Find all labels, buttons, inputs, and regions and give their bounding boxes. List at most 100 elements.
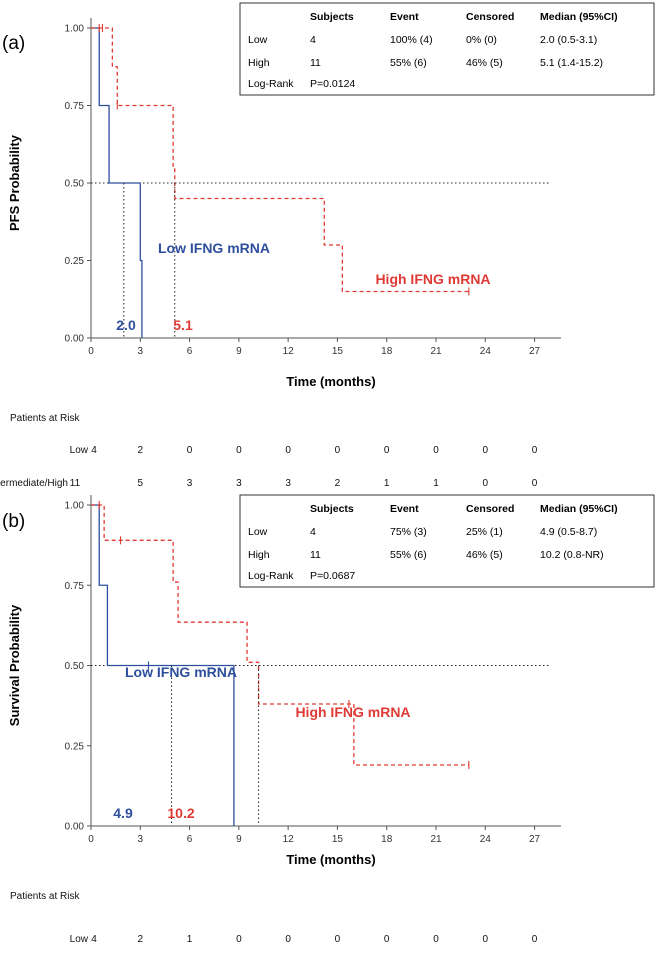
risk-value: 1 <box>433 478 439 489</box>
x-tick-label: 9 <box>236 834 242 845</box>
legend-cell: Low <box>248 34 268 46</box>
median-value-low: 2.0 <box>116 317 136 333</box>
risk-value: 1 <box>384 478 390 489</box>
risk-value: 2 <box>335 478 341 489</box>
x-tick-label: 6 <box>187 346 193 357</box>
y-tick-label: 1.00 <box>65 24 85 35</box>
risk-table-title: Patients at Risk <box>10 891 80 902</box>
legend-cell: 100% (4) <box>390 34 433 46</box>
curve-label-high: High IFNG mRNA <box>375 271 490 287</box>
legend-header: Subjects <box>310 503 354 515</box>
risk-value: 4 <box>91 934 97 945</box>
risk-value: 0 <box>483 934 489 945</box>
risk-value: 0 <box>532 445 538 456</box>
risk-value: 0 <box>335 934 341 945</box>
risk-table-title: Patients at Risk <box>10 413 80 424</box>
x-axis-title: Time (months) <box>286 374 375 389</box>
km-curve-high <box>91 504 469 766</box>
y-tick-label: 0.50 <box>65 179 85 190</box>
y-tick-label: 0.00 <box>65 334 85 345</box>
median-value-high: 10.2 <box>167 805 194 821</box>
curve-label-high: High IFNG mRNA <box>295 704 410 720</box>
risk-table: Patients at RiskLow4210000000Intermediat… <box>10 891 538 945</box>
risk-value: 0 <box>384 445 390 456</box>
risk-value: 0 <box>532 934 538 945</box>
risk-value: 2 <box>138 934 144 945</box>
risk-value: 0 <box>433 445 439 456</box>
legend-header: Median (95%CI) <box>540 11 618 23</box>
legend-cell: 4 <box>310 34 316 46</box>
risk-value: 0 <box>236 445 242 456</box>
km-curve-high <box>91 27 469 293</box>
risk-value: 0 <box>532 478 538 489</box>
x-tick-label: 27 <box>529 346 541 357</box>
risk-value: 0 <box>483 445 489 456</box>
y-axis-title: PFS Probability <box>7 134 22 231</box>
risk-value: 3 <box>236 478 242 489</box>
x-tick-label: 3 <box>138 346 144 357</box>
risk-row-label: Low <box>70 445 89 456</box>
legend-cell: 25% (1) <box>466 526 503 538</box>
x-tick-label: 0 <box>88 346 94 357</box>
legend-header: Event <box>390 11 419 23</box>
legend-cell: 46% (5) <box>466 57 503 69</box>
logrank-label: Log-Rank <box>248 570 294 582</box>
x-tick-label: 24 <box>480 834 492 845</box>
legend-cell: 5.1 (1.4-15.2) <box>540 57 603 69</box>
km-panel-pfs: (a)0.000.250.500.751.000 3 6 9 12 15 18 21 24 27P… <box>0 2 655 489</box>
x-tick-label: 3 <box>138 834 144 845</box>
legend-header: Subjects <box>310 11 354 23</box>
legend-cell: 55% (6) <box>390 549 427 561</box>
median-value-low: 4.9 <box>113 805 133 821</box>
legend-header: Censored <box>466 11 514 23</box>
x-tick-label: 9 <box>236 346 242 357</box>
x-tick-label: 6 <box>187 834 193 845</box>
legend-cell: 11 <box>310 549 321 561</box>
y-tick-label: 0.75 <box>65 101 85 112</box>
legend-cell: Low <box>248 526 268 538</box>
km-panel-survival: (b)0.000.250.500.751.000 3 6 9 12 15 18 21 24 27S… <box>2 494 655 945</box>
legend-table: Subjects Event Censored Median (95%CI) Low 4 7… <box>239 494 655 588</box>
legend-table: Subjects Event Censored Median (95%CI) Low 4 1… <box>239 2 655 96</box>
y-axis-title: Survival Probability <box>7 604 22 726</box>
km-curve-low <box>91 27 143 338</box>
x-tick-label: 15 <box>332 834 344 845</box>
risk-value: 1 <box>187 934 193 945</box>
y-tick-label: 0.50 <box>65 661 85 672</box>
legend-cell: 2.0 (0.5-3.1) <box>540 34 597 46</box>
risk-value: 3 <box>187 478 193 489</box>
risk-value: 0 <box>483 478 489 489</box>
x-tick-label: 12 <box>283 346 295 357</box>
legend-cell: 11 <box>310 57 321 69</box>
x-tick-label: 18 <box>381 346 393 357</box>
x-tick-label: 18 <box>381 834 393 845</box>
legend-header: Median (95%CI) <box>540 503 618 515</box>
y-tick-label: 0.75 <box>65 581 85 592</box>
legend-box <box>239 494 655 588</box>
risk-value: 2 <box>138 445 144 456</box>
legend-cell: High <box>248 549 270 561</box>
legend-cell: 4.9 (0.5-8.7) <box>540 526 597 538</box>
legend-cell: 55% (6) <box>390 57 427 69</box>
median-value-high: 5.1 <box>173 317 193 333</box>
logrank-value: P=0.0687 <box>310 570 355 582</box>
legend-cell: 75% (3) <box>390 526 427 538</box>
risk-value: 0 <box>335 445 341 456</box>
risk-value: 4 <box>91 445 97 456</box>
risk-value: 0 <box>433 934 439 945</box>
panel-label: (b) <box>2 511 25 532</box>
y-tick-label: 0.25 <box>65 741 85 752</box>
x-tick-label: 27 <box>529 834 541 845</box>
legend-box <box>239 2 655 96</box>
legend-cell: High <box>248 57 270 69</box>
risk-value: 0 <box>187 445 193 456</box>
x-tick-label: 24 <box>480 346 492 357</box>
legend-cell: 46% (5) <box>466 549 503 561</box>
x-axis-title: Time (months) <box>286 852 375 867</box>
legend-cell: 4 <box>310 526 316 538</box>
x-tick-label: 15 <box>332 346 344 357</box>
logrank-value: P=0.0124 <box>310 78 355 90</box>
risk-value: 0 <box>285 445 291 456</box>
